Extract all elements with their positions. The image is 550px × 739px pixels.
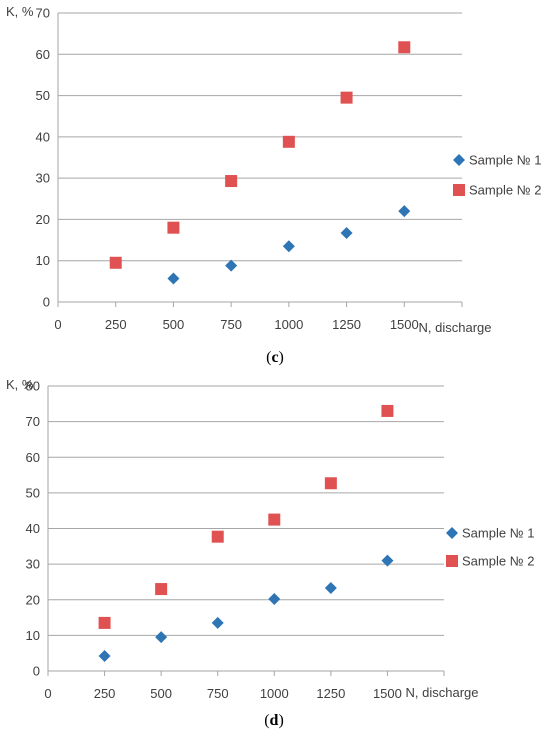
panel-letter: c (271, 349, 278, 366)
legend-marker-sample-2 (446, 555, 458, 567)
chart-panel-d: 0 10 20 30 40 50 60 70 80 0 250 500 750 1000 1250 1500… (6, 377, 534, 729)
point-sample-2 (340, 91, 353, 104)
y-tick-label: 50 (26, 485, 40, 500)
grid-lines (48, 385, 444, 636)
point-sample-1 (167, 272, 180, 285)
chart-panel-c: 0 10 20 30 40 50 60 70 0 250 500 750 1000 1250 1500 K… (6, 4, 541, 366)
legend: Sample № 1 Sample № 2 (446, 526, 534, 569)
x-tick-label: 1000 (274, 317, 303, 332)
axes (57, 13, 463, 307)
grid-lines (58, 12, 462, 262)
y-tick-label: 30 (36, 171, 50, 186)
x-axis-title: N, discharge (419, 320, 492, 335)
x-tick-labels: 0 250 500 750 1000 1250 1500 (44, 686, 402, 701)
point-sample-1 (225, 259, 238, 272)
y-tick-label: 0 (33, 664, 40, 679)
x-tick-label: 0 (44, 686, 51, 701)
panel-label-d: (d) (264, 712, 284, 729)
legend-label-sample-1: Sample № 1 (469, 153, 541, 168)
point-sample-2 (282, 135, 295, 148)
point-sample-1 (282, 240, 295, 253)
y-axis-title: K, % (6, 377, 34, 392)
legend-marker-sample-2 (453, 184, 465, 196)
y-tick-label: 40 (26, 521, 40, 536)
point-sample-1 (340, 227, 353, 240)
point-sample-1 (98, 650, 111, 663)
data-points (98, 404, 394, 663)
y-tick-label: 60 (36, 47, 50, 62)
point-sample-2 (98, 616, 111, 629)
x-tick-label: 1250 (316, 686, 345, 701)
legend-marker-sample-1 (446, 527, 458, 539)
x-tick-label: 250 (94, 686, 116, 701)
y-tick-label: 10 (36, 253, 50, 268)
legend-label-sample-1: Sample № 1 (462, 526, 534, 541)
legend-label-sample-2: Sample № 2 (469, 183, 541, 198)
y-tick-label: 70 (26, 414, 40, 429)
point-sample-2 (381, 404, 394, 417)
y-tick-labels: 0 10 20 30 40 50 60 70 (36, 6, 50, 310)
point-sample-2 (398, 41, 411, 54)
y-tick-label: 0 (43, 295, 50, 310)
point-sample-1 (211, 616, 224, 629)
point-sample-2 (225, 175, 238, 188)
point-sample-1 (155, 631, 168, 644)
point-sample-2 (211, 530, 224, 543)
point-sample-2 (268, 513, 281, 526)
x-axis-title: N, discharge (406, 685, 479, 700)
x-tick-labels: 0 250 500 750 1000 1250 1500 (54, 317, 418, 332)
y-tick-label: 50 (36, 88, 50, 103)
x-tick-label: 500 (163, 317, 185, 332)
y-tick-label: 20 (26, 592, 40, 607)
x-tick-label: 250 (105, 317, 127, 332)
panel-letter: d (270, 712, 279, 729)
x-tick-label: 750 (220, 317, 242, 332)
x-tick-label: 1000 (260, 686, 289, 701)
legend-marker-sample-1 (453, 154, 465, 166)
y-tick-label: 40 (36, 129, 50, 144)
x-tick-label: 0 (54, 317, 61, 332)
legend-label-sample-2: Sample № 2 (462, 554, 534, 569)
y-tick-label: 60 (26, 450, 40, 465)
y-tick-label: 70 (36, 6, 50, 21)
point-sample-1 (324, 581, 337, 594)
legend: Sample № 1 Sample № 2 (453, 153, 541, 198)
point-sample-1 (381, 554, 394, 567)
x-tick-label: 750 (207, 686, 229, 701)
point-sample-2 (167, 221, 180, 234)
x-tick-label: 1500 (373, 686, 402, 701)
y-tick-label: 10 (26, 628, 40, 643)
point-sample-2 (109, 256, 122, 269)
point-sample-2 (155, 583, 168, 596)
point-sample-2 (324, 477, 337, 490)
point-sample-1 (398, 205, 411, 218)
y-tick-labels: 0 10 20 30 40 50 60 70 80 (26, 379, 40, 679)
data-points (109, 41, 411, 285)
x-tick-label: 1250 (332, 317, 361, 332)
point-sample-1 (268, 593, 281, 606)
axes (47, 386, 445, 676)
y-tick-label: 20 (36, 212, 50, 227)
panel-label-c: (c) (266, 349, 284, 366)
y-tick-label: 30 (26, 557, 40, 572)
y-tick-label: 80 (26, 379, 40, 394)
x-tick-label: 1500 (390, 317, 419, 332)
y-axis-title: K, % (6, 4, 34, 19)
x-tick-label: 500 (150, 686, 172, 701)
